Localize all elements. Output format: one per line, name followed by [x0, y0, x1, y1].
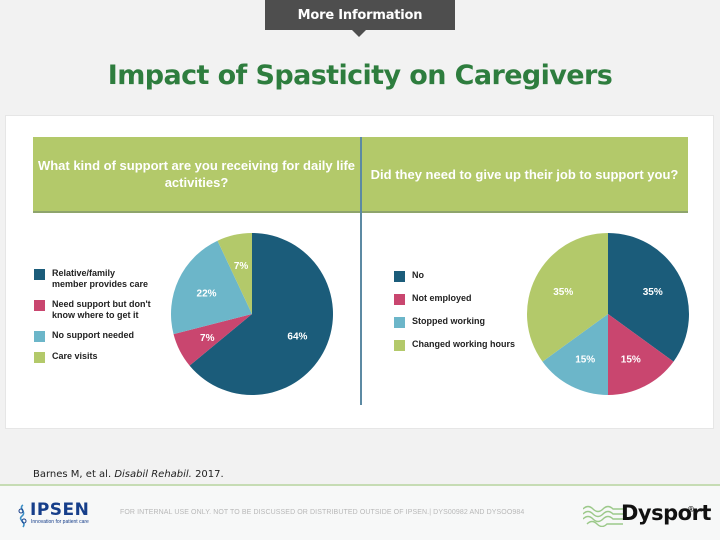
pie-data-label: 15%: [575, 355, 595, 366]
legend-item: Changed working hours: [394, 339, 534, 351]
pie-data-label: 7%: [200, 333, 215, 344]
pie-slice: [217, 233, 252, 314]
legend-job: No Not employed Stopped working Changed …: [394, 270, 534, 362]
legend-swatch: [34, 269, 45, 280]
question-right: Did they need to give up their job to su…: [370, 166, 679, 182]
dysport-registered-mark: ®: [688, 505, 694, 514]
pie-slice: [527, 233, 608, 362]
legend-swatch: [394, 294, 405, 305]
footer: [0, 486, 720, 540]
ipsen-logo-icon: [18, 504, 27, 528]
pie-slice: [542, 314, 608, 395]
legend-item: Stopped working: [394, 316, 534, 328]
ipsen-brand: IPSEN: [30, 500, 90, 520]
legend-item: No: [394, 270, 534, 282]
legend-swatch: [394, 340, 405, 351]
legend-swatch: [34, 300, 45, 311]
legend-label: Changed working hours: [412, 339, 516, 349]
pie-slice: [171, 240, 252, 335]
page-title: Impact of Spasticity on Caregivers: [107, 60, 613, 91]
question-left: What kind of support are you receiving f…: [37, 158, 356, 190]
pie-slice: [608, 233, 689, 362]
legend-label: No: [412, 270, 424, 280]
legend-swatch: [34, 331, 45, 342]
pie-data-label: 35%: [643, 287, 663, 298]
citation-authors: Barnes M, et al.: [33, 469, 112, 480]
pie-data-label: 64%: [287, 331, 307, 342]
ipsen-tagline: Innovation for patient care: [31, 519, 89, 525]
legend-label: Need support but don't know where to get…: [52, 299, 151, 320]
citation-year: 2017.: [195, 469, 224, 480]
footer-divider: [0, 484, 720, 486]
pie-slice: [608, 314, 674, 395]
legend-label: Not employed: [412, 293, 472, 303]
legend-swatch: [394, 317, 405, 328]
tab-pointer-arrow: [352, 30, 366, 37]
legend-swatch: [394, 271, 405, 282]
pie-data-label: 15%: [621, 355, 641, 366]
legend-item: Not employed: [394, 293, 534, 305]
pie-chart-job: 35% 15% 15% 35%: [527, 233, 689, 395]
dysport-waves-icon: [583, 505, 623, 527]
section-divider: [360, 137, 362, 405]
citation: Barnes M, et al. Disabil Rehabil. 2017.: [33, 469, 224, 480]
legend-item: Relative/family member provides care: [34, 268, 184, 290]
legend-swatch: [34, 352, 45, 363]
pie-slice: [189, 233, 333, 395]
pie-data-label: 22%: [197, 289, 217, 300]
legend-support: Relative/family member provides care Nee…: [34, 268, 184, 372]
pie-data-label: 35%: [553, 287, 573, 298]
legend-label: Care visits: [52, 351, 98, 361]
pie-slice: [173, 314, 252, 366]
legend-item: Need support but don't know where to get…: [34, 299, 184, 321]
citation-journal: Disabil Rehabil.: [114, 469, 192, 480]
legend-item: Care visits: [34, 351, 184, 363]
legend-label: Relative/family member provides care: [52, 268, 149, 289]
pie-chart-support: 64% 7% 22% 7%: [171, 233, 333, 395]
more-information-button[interactable]: More Information: [265, 0, 455, 30]
legend-item: No support needed: [34, 330, 184, 342]
legend-label: Stopped working: [412, 316, 485, 326]
dysport-brand: Dysport: [621, 501, 711, 525]
legend-label: No support needed: [52, 330, 135, 340]
pie-data-label: 7%: [234, 261, 249, 272]
footer-disclaimer: FOR INTERNAL USE ONLY. NOT TO BE DISCUSS…: [120, 509, 525, 516]
